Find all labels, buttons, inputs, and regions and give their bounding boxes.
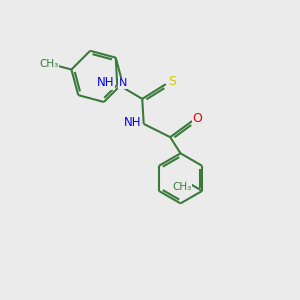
Text: O: O [193, 112, 202, 125]
Text: N: N [118, 78, 127, 88]
Text: NH: NH [124, 116, 141, 129]
Text: CH₃: CH₃ [40, 58, 59, 69]
Text: CH₃: CH₃ [172, 182, 192, 192]
Text: NH: NH [97, 76, 115, 89]
Text: S: S [168, 75, 176, 88]
